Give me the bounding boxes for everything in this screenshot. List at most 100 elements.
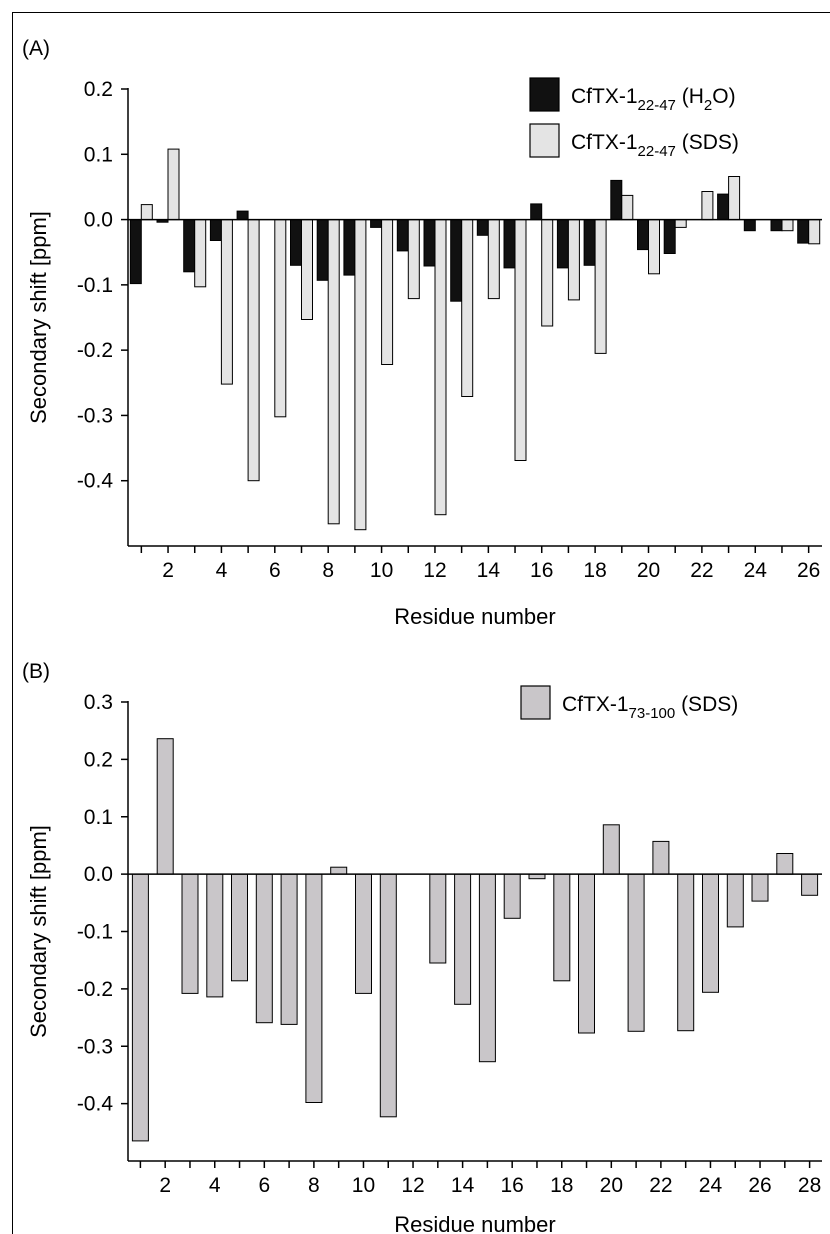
bar xyxy=(370,219,383,228)
bar xyxy=(776,853,794,875)
x-tick-label: 20 xyxy=(637,559,660,582)
legend-name: CfTX-1 xyxy=(571,85,638,108)
x-tick-label: 24 xyxy=(699,1174,723,1197)
bar xyxy=(594,219,607,354)
bar xyxy=(701,191,714,221)
y-tick-label: 0.0 xyxy=(84,209,113,232)
x-tick-label: 26 xyxy=(797,559,820,582)
legend-subscript: 73-100 xyxy=(629,705,676,722)
bar xyxy=(454,873,472,1005)
bar xyxy=(553,873,571,982)
bar xyxy=(255,873,273,1024)
y-tick-label: 0.1 xyxy=(84,143,113,166)
bar xyxy=(140,204,153,221)
bar xyxy=(637,219,649,251)
y-tick-label: 0.2 xyxy=(84,748,113,771)
x-tick-label: 6 xyxy=(269,559,281,582)
bar xyxy=(652,840,670,875)
x-tick-label: 8 xyxy=(322,559,334,582)
x-tick-label: 12 xyxy=(423,559,446,582)
bar xyxy=(301,219,313,321)
bar xyxy=(220,219,233,385)
bar xyxy=(717,193,730,221)
x-tick-label: 14 xyxy=(451,1174,475,1197)
legend-entry: CfTX-122-47 (H2O) xyxy=(571,85,736,114)
bar xyxy=(503,873,521,919)
bar xyxy=(407,219,420,300)
bar xyxy=(355,873,372,994)
legend-name: CfTX-1 xyxy=(562,693,629,716)
legend-suffix: (SDS) xyxy=(676,131,739,154)
y-tick-label: -0.4 xyxy=(77,1093,114,1116)
x-tick-label: 16 xyxy=(500,1174,523,1197)
y-tick-label: -0.3 xyxy=(77,1035,113,1058)
legend-entry: CfTX-122-47 (SDS) xyxy=(571,131,739,160)
bar xyxy=(728,176,741,221)
bar xyxy=(627,873,645,1032)
bar xyxy=(316,219,329,281)
bar xyxy=(801,873,819,896)
bar xyxy=(530,203,543,221)
x-tick-label: 4 xyxy=(209,1174,221,1197)
bar xyxy=(541,219,554,327)
bar xyxy=(610,179,623,221)
bar xyxy=(231,873,248,982)
bar xyxy=(330,866,348,875)
bar xyxy=(556,219,569,269)
chart-panel-b: (B)0.30.20.10.0-0.1-0.2-0.3-0.42 4 6 8 10 12 1… xyxy=(22,660,822,1234)
bar xyxy=(423,219,436,267)
bar xyxy=(305,873,323,1103)
bar xyxy=(434,219,447,516)
y-tick-label: 0.2 xyxy=(84,78,113,101)
bar xyxy=(461,219,474,397)
bar xyxy=(131,873,149,1142)
x-tick-label: 22 xyxy=(690,559,713,582)
bar xyxy=(280,873,298,1025)
legend-suffix: O) xyxy=(712,85,735,108)
bar xyxy=(476,219,489,236)
bar xyxy=(621,194,634,221)
y-tick-label: -0.2 xyxy=(77,339,113,362)
bar xyxy=(578,873,595,1034)
bar xyxy=(274,219,287,418)
x-tick-label: 2 xyxy=(162,559,174,582)
bar xyxy=(429,873,447,964)
x-tick-label: 18 xyxy=(550,1174,573,1197)
x-tick-label: 28 xyxy=(798,1174,821,1197)
bar xyxy=(567,219,580,301)
bar xyxy=(209,219,222,242)
panel-label: (A) xyxy=(22,37,50,60)
x-tick-label: 6 xyxy=(258,1174,270,1197)
bar xyxy=(781,219,794,232)
bar xyxy=(663,219,676,255)
bar xyxy=(381,219,394,365)
bar xyxy=(503,219,516,269)
x-tick-label: 22 xyxy=(649,1174,672,1197)
legend-subscript: 2 xyxy=(704,97,712,114)
y-tick-label: -0.3 xyxy=(77,404,113,427)
bar xyxy=(602,824,620,875)
x-tick-label: 2 xyxy=(159,1174,171,1197)
panel-label: (B) xyxy=(22,660,50,683)
bar xyxy=(206,873,224,998)
legend-swatch xyxy=(529,123,560,158)
legend-subscript: 22-47 xyxy=(638,97,676,114)
bar xyxy=(677,873,695,1032)
bar xyxy=(478,873,496,1063)
legend-swatch xyxy=(529,77,560,112)
bar xyxy=(129,219,142,285)
bar xyxy=(487,219,500,300)
bar xyxy=(181,873,199,994)
x-axis-title: Residue number xyxy=(394,604,555,629)
y-tick-label: -0.4 xyxy=(77,470,114,493)
x-tick-label: 18 xyxy=(583,559,606,582)
bar xyxy=(396,219,409,252)
bar xyxy=(236,210,249,221)
x-tick-label: 4 xyxy=(216,559,228,582)
bar xyxy=(450,219,463,302)
x-tick-label: 10 xyxy=(352,1174,375,1197)
y-tick-label: -0.1 xyxy=(77,921,113,944)
x-tick-label: 24 xyxy=(744,559,768,582)
bar xyxy=(583,219,596,266)
bar xyxy=(194,219,207,288)
